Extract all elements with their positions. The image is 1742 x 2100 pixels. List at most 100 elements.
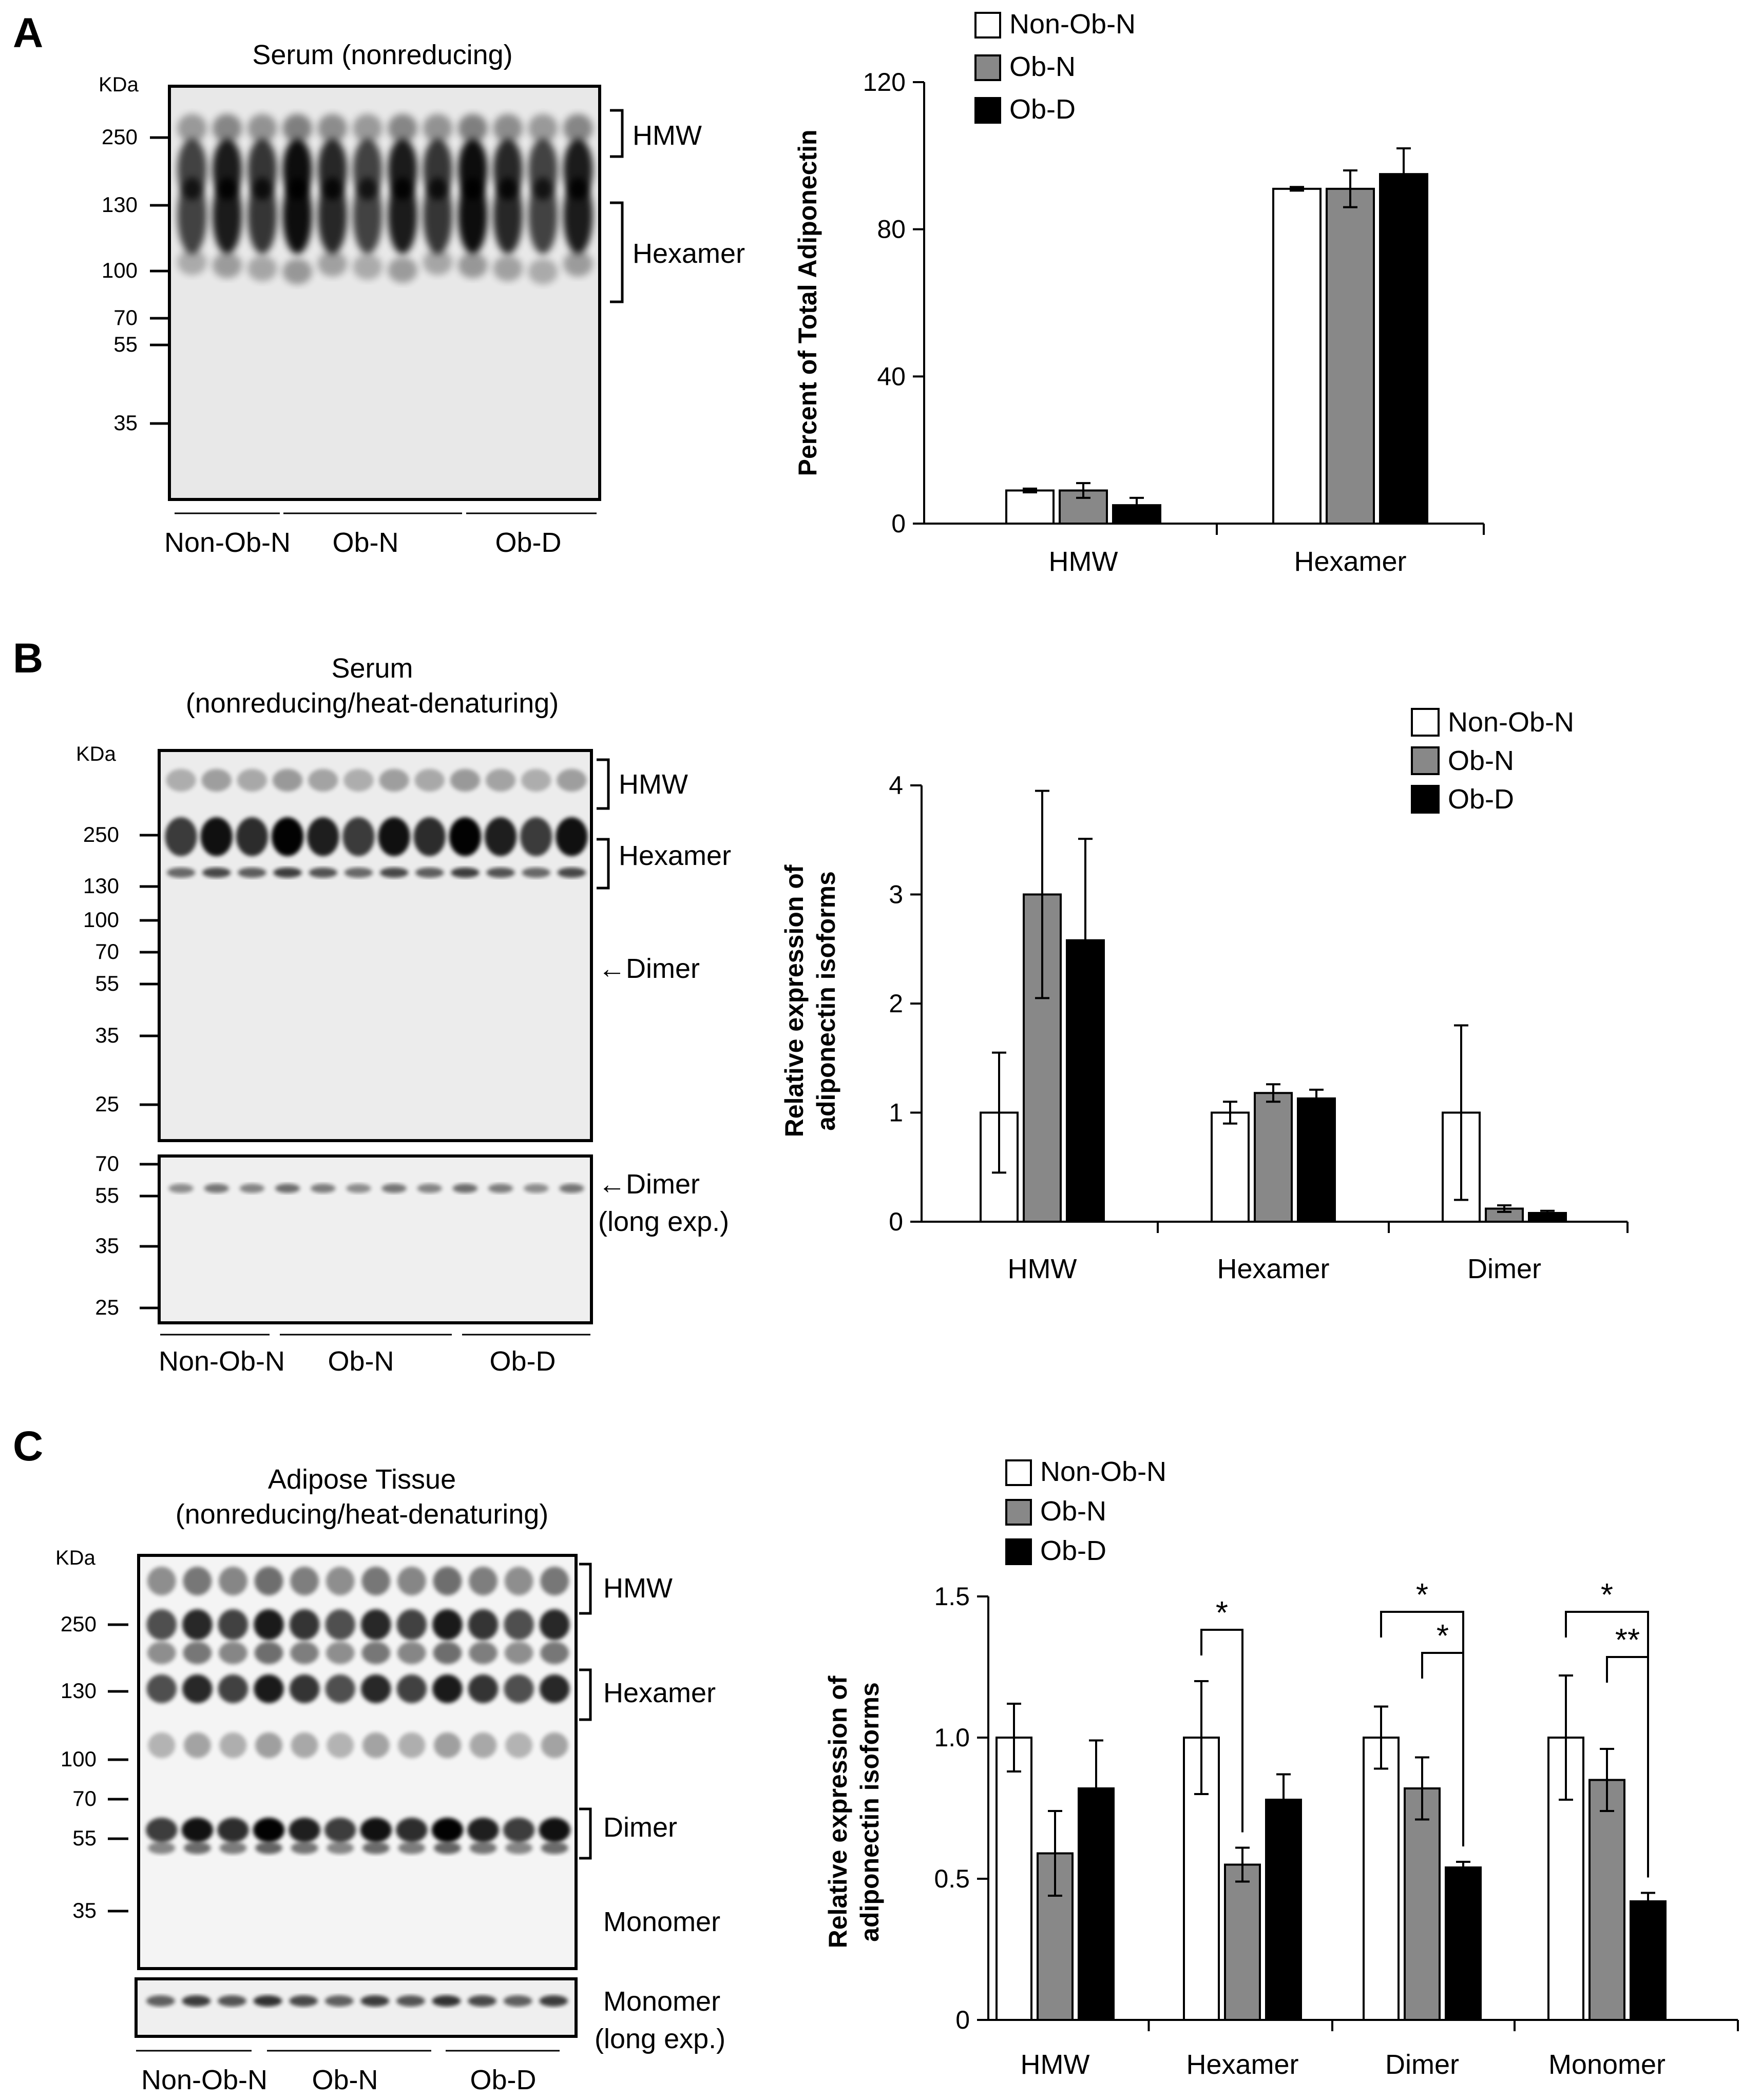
blot-band xyxy=(469,1732,497,1758)
bar-dimer-ob-n xyxy=(1404,1787,1441,2021)
significance-label: ** xyxy=(1615,1623,1640,1658)
blot-band xyxy=(218,1674,248,1703)
blot-band xyxy=(486,769,516,792)
blot-band xyxy=(219,1842,247,1854)
blot-band xyxy=(362,1732,390,1758)
bar-hexamer-ob-d xyxy=(1379,173,1428,525)
blot-band xyxy=(183,1642,212,1664)
blot-band xyxy=(168,1184,194,1193)
band-label-hmw: HMW xyxy=(619,769,688,800)
blot-band xyxy=(540,1642,569,1664)
band-label-hexamer: Hexamer xyxy=(603,1678,716,1708)
blot-band xyxy=(434,1842,461,1854)
legend-label: Ob-N xyxy=(1448,745,1514,776)
blot-band xyxy=(317,114,348,143)
y-axis-label: Relative expression of xyxy=(780,864,809,1137)
blot-band xyxy=(539,1674,570,1703)
blot-band xyxy=(148,1732,176,1758)
x-category-label: Hexamer xyxy=(1294,546,1406,577)
blot-band xyxy=(493,114,523,143)
blot-band xyxy=(343,769,374,792)
blot-band xyxy=(468,1995,496,2007)
blot-band xyxy=(557,769,587,792)
x-category-label: Hexamer xyxy=(1186,2049,1298,2080)
x-category-label: HMW xyxy=(1049,546,1118,577)
blot-band xyxy=(378,817,410,856)
blot-c-markers: 250 130 100 70 55 35 xyxy=(61,1612,128,1922)
inset-marker-70: 70 xyxy=(95,1151,119,1176)
group-label-non-ob-n: Non-Ob-N xyxy=(164,527,291,558)
blot-band xyxy=(317,177,348,254)
blot-band xyxy=(219,1732,247,1758)
blot-band xyxy=(326,1642,355,1664)
blot-band xyxy=(238,868,266,878)
y-tick-label: 2 xyxy=(889,989,903,1018)
blot-band xyxy=(488,1184,513,1193)
blot-band xyxy=(181,1818,213,1842)
band-label-hmw: HMW xyxy=(633,120,702,151)
blot-band xyxy=(254,1642,283,1664)
blot-band xyxy=(504,1567,533,1595)
bar-hmw-non-ob-n xyxy=(1005,489,1055,525)
blot-band xyxy=(493,256,523,281)
marker-55: 55 xyxy=(113,332,138,356)
y-tick-label: 1.0 xyxy=(934,1723,970,1752)
x-category-label: Monomer xyxy=(1548,2049,1666,2080)
blot-band xyxy=(282,177,312,254)
significance-label: * xyxy=(1416,1577,1428,1613)
blot-band xyxy=(450,769,480,792)
blot-band xyxy=(493,177,523,254)
blot-band xyxy=(396,1995,425,2007)
blot-band xyxy=(360,1818,392,1842)
blot-band xyxy=(146,1674,177,1703)
inset-marker-55: 55 xyxy=(95,1183,119,1207)
bar-hexamer-ob-d xyxy=(1265,1799,1302,2021)
chart-a: 0 40 80 120 HMW Hexamer Percent of Total Adipo… xyxy=(793,9,1485,577)
legend-label: Ob-D xyxy=(1448,784,1514,815)
blot-b-title-line2: (nonreducing/heat-denaturing) xyxy=(186,688,559,719)
y-axis-label: Relative expression of xyxy=(824,1675,852,1948)
blot-band xyxy=(317,251,348,277)
blot-band xyxy=(458,177,488,254)
blot-band xyxy=(563,177,593,254)
marker-130: 130 xyxy=(102,192,138,217)
marker-250: 250 xyxy=(61,1612,97,1636)
blot-band xyxy=(486,868,515,878)
blot-c-kda-label: KDa xyxy=(55,1547,96,1569)
blot-band xyxy=(289,1818,320,1842)
chart-c: 0 0.5 1.0 1.5 HMW Hexamer Dimer Monomer Relative… xyxy=(824,1456,1739,2080)
bar-hexamer-non-ob-n xyxy=(1211,1111,1250,1223)
blot-band xyxy=(290,1567,319,1595)
blot-band xyxy=(254,1674,284,1703)
blot-band xyxy=(291,1842,318,1854)
blot-band xyxy=(503,1995,532,2007)
band-label-dimer: ←Dimer xyxy=(598,953,700,984)
inset-label-long-exp: (long exp.) xyxy=(595,2024,725,2054)
blot-band xyxy=(522,868,550,878)
blot-band xyxy=(396,1674,427,1703)
legend-label: Non-Ob-N xyxy=(1040,1456,1166,1487)
blot-band xyxy=(423,177,453,254)
blot-band xyxy=(353,254,382,280)
blot-band xyxy=(504,1674,534,1703)
blot-band xyxy=(528,177,558,254)
blot-band xyxy=(432,1609,463,1640)
blot-band xyxy=(467,1818,499,1842)
marker-250: 250 xyxy=(83,822,119,846)
bracket-hexamer xyxy=(579,1668,592,1721)
blot-band xyxy=(342,817,375,856)
blot-band xyxy=(557,868,586,878)
significance-bracket xyxy=(1421,1652,1464,1846)
blot-band xyxy=(309,868,337,878)
legend-swatch xyxy=(974,97,1001,124)
blot-band xyxy=(253,1995,282,2007)
blot-band xyxy=(361,1642,391,1664)
band-label-monomer: Monomer xyxy=(603,1906,720,1937)
blot-band xyxy=(212,177,242,254)
group-label-ob-n: Ob-N xyxy=(312,2065,378,2095)
blot-band xyxy=(327,1732,354,1758)
blot-band xyxy=(212,114,242,143)
y-tick-label: 120 xyxy=(863,68,906,97)
blot-band xyxy=(432,1674,463,1703)
blot-band xyxy=(504,1609,534,1640)
